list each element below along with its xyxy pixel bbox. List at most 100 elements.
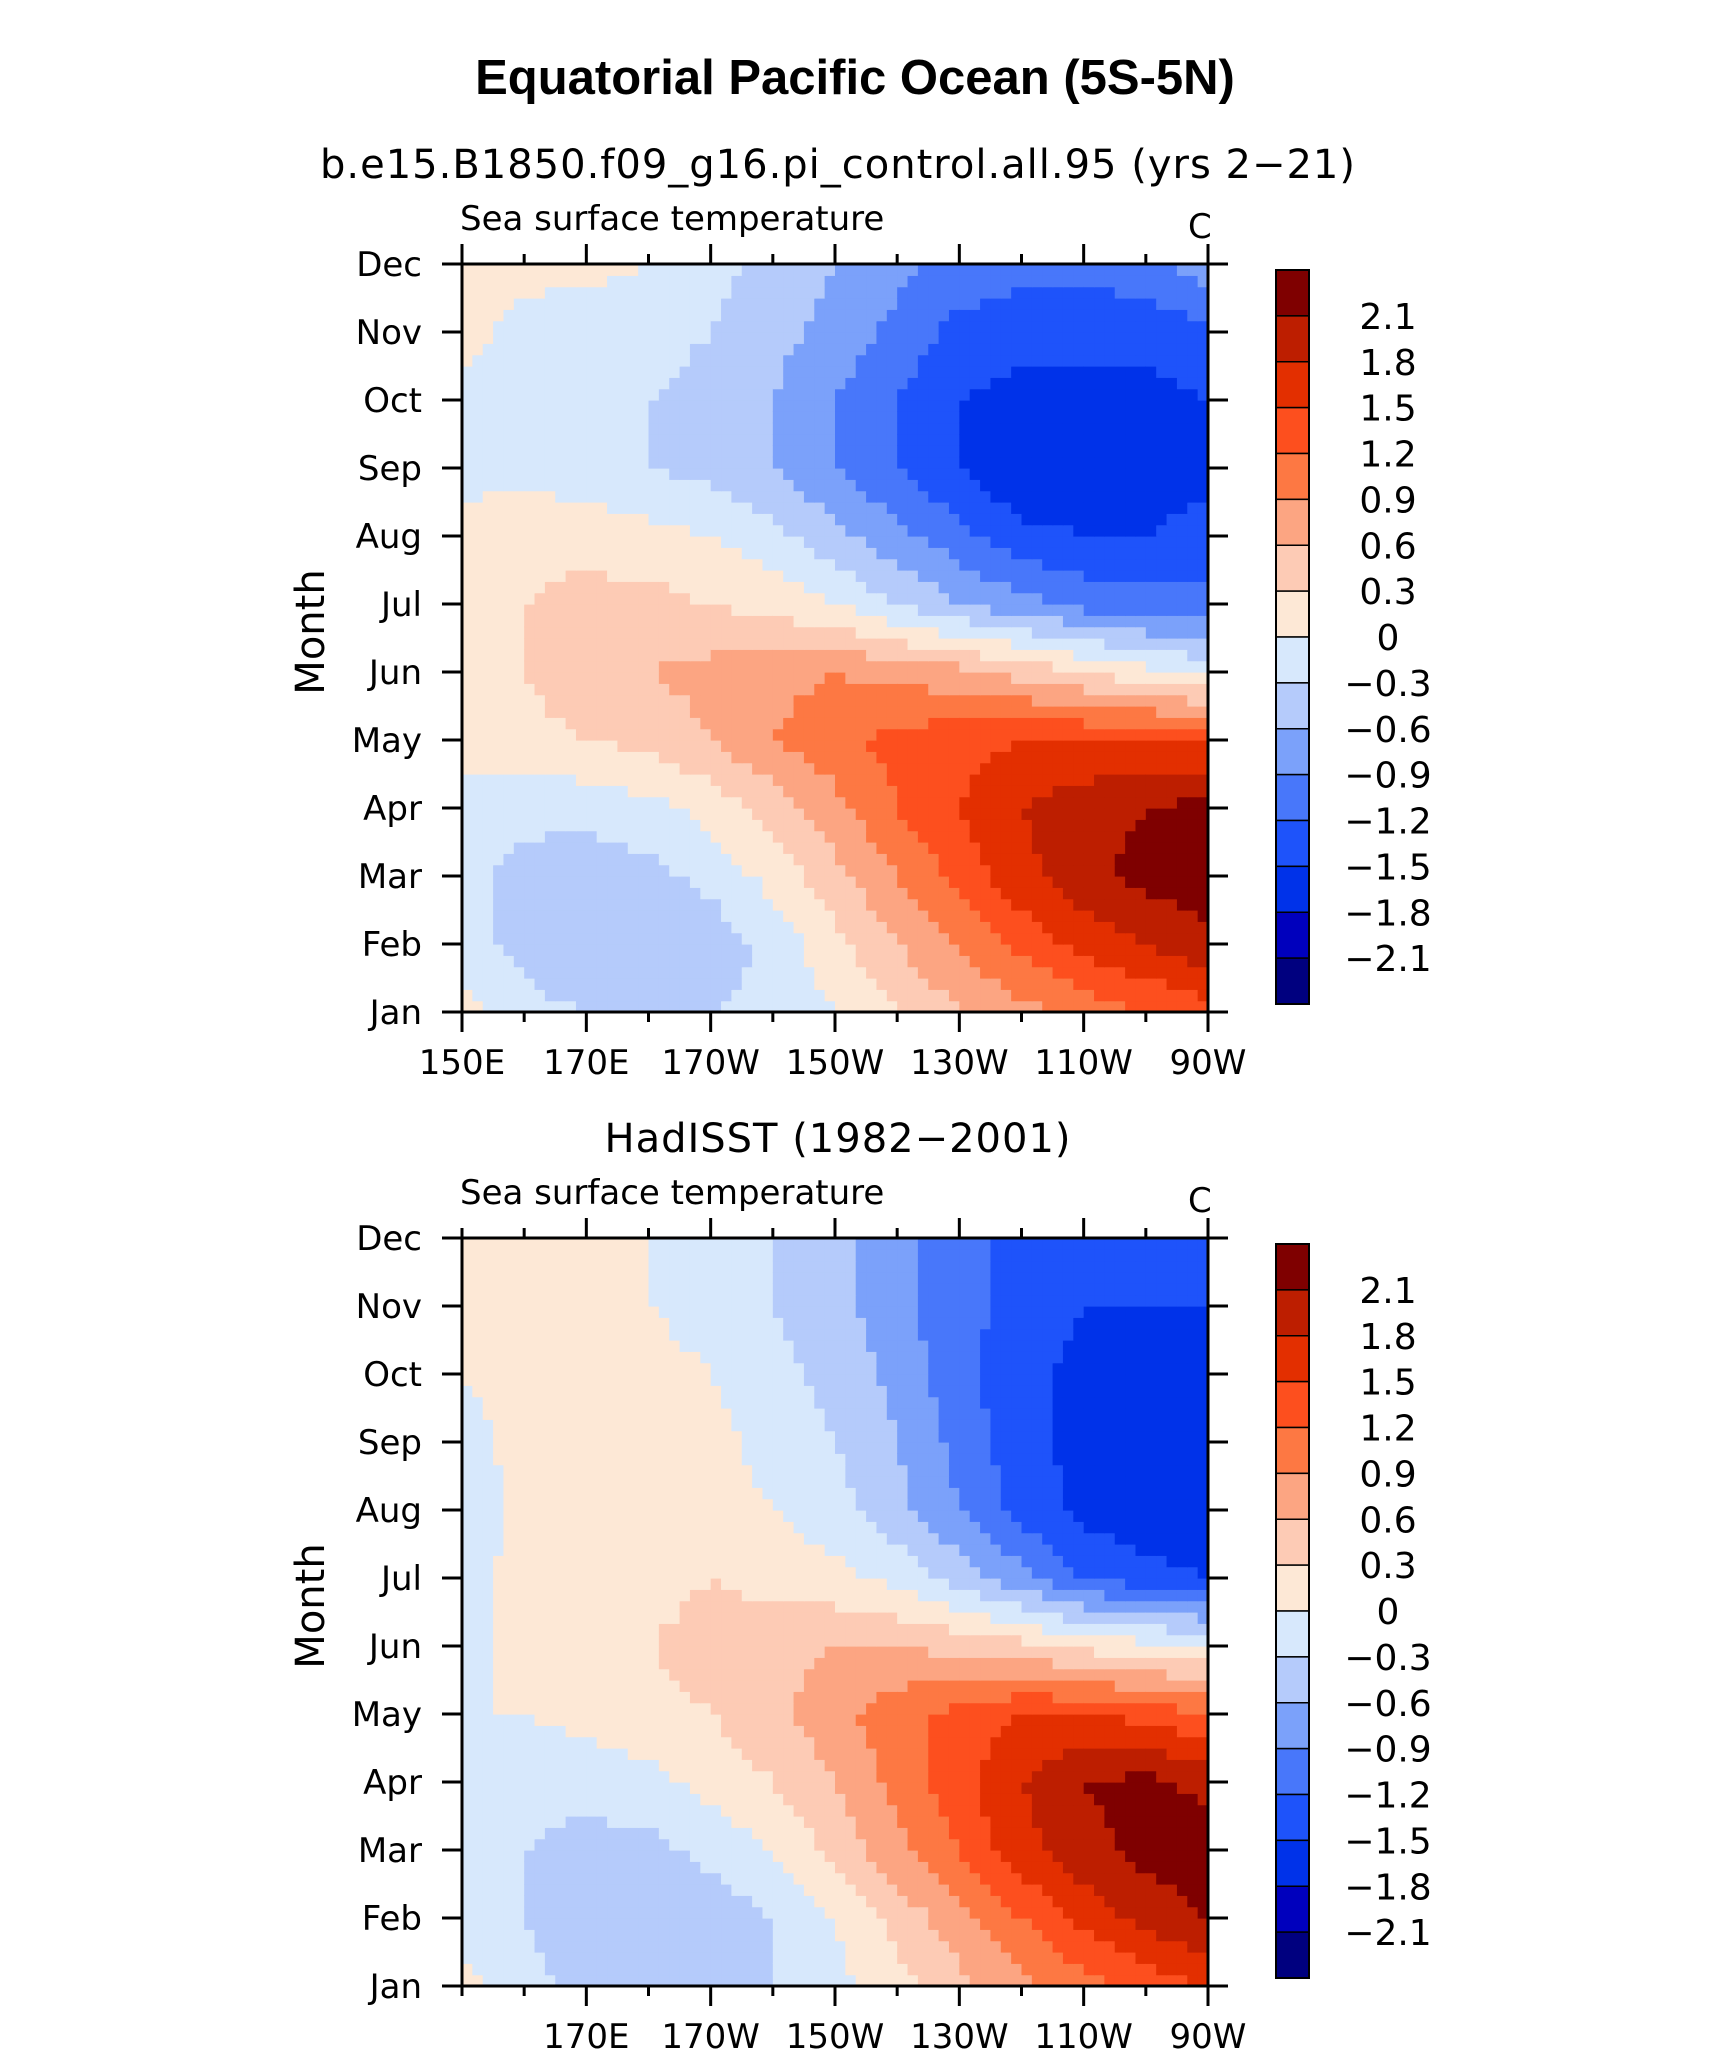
- contour-cell: [1156, 513, 1168, 526]
- contour-cell: [1094, 547, 1105, 560]
- contour-cell: [700, 989, 712, 1002]
- contour-cell: [689, 309, 701, 322]
- contour-cell: [855, 864, 867, 877]
- contour-cell: [783, 468, 795, 480]
- contour-cell: [1135, 456, 1147, 469]
- contour-cell: [710, 876, 722, 888]
- contour-cell: [907, 456, 919, 469]
- contour-cell: [793, 286, 805, 299]
- contour-cell: [710, 989, 722, 1002]
- contour-cell: [482, 626, 494, 639]
- contour-cell: [493, 910, 505, 922]
- contour-cell: [835, 411, 846, 424]
- contour-cell: [990, 479, 1002, 492]
- contour-cell: [783, 864, 795, 877]
- contour-cell: [886, 479, 898, 492]
- contour-cell: [700, 785, 712, 798]
- contour-cell: [472, 785, 484, 798]
- contour-cell: [1125, 513, 1137, 526]
- contour-cell: [762, 989, 774, 1002]
- contour-cell: [990, 864, 1002, 877]
- contour-cell: [980, 411, 992, 424]
- contour-cell: [524, 808, 536, 820]
- contour-cell: [1104, 388, 1116, 401]
- contour-cell: [1197, 660, 1209, 673]
- contour-cell: [793, 808, 805, 820]
- contour-cell: [1114, 728, 1126, 741]
- contour-cell: [1125, 309, 1137, 322]
- contour-cell: [938, 808, 950, 820]
- contour-cell: [1104, 581, 1116, 594]
- contour-cell: [1166, 592, 1178, 605]
- contour-cell: [1176, 468, 1188, 480]
- contour-cell: [700, 842, 712, 854]
- contour-cell: [472, 1963, 484, 1976]
- contour-cell: [565, 604, 577, 616]
- contour-cell: [845, 785, 857, 798]
- contour-cell: [513, 366, 525, 378]
- contour-cell: [741, 740, 753, 752]
- contour-cell: [876, 490, 888, 503]
- contour-cell: [482, 275, 494, 288]
- colorbar-label: −0.9: [1344, 756, 1431, 797]
- contour-cell: [493, 774, 505, 786]
- contour-cell: [948, 286, 960, 299]
- contour-cell: [1145, 456, 1157, 469]
- contour-cell: [503, 944, 515, 956]
- contour-cell: [793, 275, 805, 288]
- contour-cell: [866, 694, 878, 707]
- contour-cell: [980, 592, 992, 605]
- contour-cell: [835, 989, 846, 1002]
- contour-cell: [1125, 264, 1137, 276]
- contour-cell: [866, 309, 878, 322]
- contour-cell: [627, 536, 639, 548]
- contour-cell: [1062, 785, 1074, 798]
- contour-cell: [658, 989, 670, 1002]
- contour-cell: [679, 910, 691, 922]
- contour-cell: [669, 513, 681, 526]
- colorbar-swatch: [1275, 361, 1310, 409]
- contour-cell: [1021, 638, 1033, 650]
- contour-cell: [835, 490, 846, 503]
- contour-cell: [948, 751, 960, 764]
- contour-cell: [689, 921, 701, 934]
- contour-cell: [565, 1974, 577, 1987]
- contour-cell: [835, 944, 846, 956]
- contour-cell: [969, 558, 981, 571]
- contour-cell: [1031, 490, 1043, 503]
- contour-cell: [814, 513, 826, 526]
- contour-cell: [555, 298, 567, 310]
- contour-cell: [607, 388, 619, 401]
- contour-cell: [721, 864, 732, 877]
- contour-cell: [1176, 853, 1188, 866]
- contour-cell: [1094, 762, 1105, 775]
- contour-cell: [1021, 615, 1033, 628]
- contour-cell: [1073, 864, 1085, 877]
- contour-cell: [617, 524, 629, 537]
- contour-cell: [1156, 751, 1168, 764]
- contour-cell: [741, 887, 753, 900]
- contour-cell: [524, 1929, 536, 1942]
- contour-cell: [886, 910, 898, 922]
- contour-cell: [472, 706, 484, 718]
- contour-cell: [689, 456, 701, 469]
- contour-cell: [886, 581, 898, 594]
- contour-cell: [1042, 910, 1054, 922]
- contour-cell: [1021, 275, 1033, 288]
- contour-cell: [575, 1963, 587, 1976]
- contour-cell: [721, 332, 732, 344]
- contour-cell: [596, 1940, 608, 1953]
- contour-cell: [835, 887, 846, 900]
- contour-cell: [544, 468, 556, 480]
- contour-cell: [876, 309, 888, 322]
- contour-cell: [741, 898, 753, 911]
- contour-cell: [1156, 717, 1168, 730]
- contour-cell: [544, 592, 556, 605]
- contour-cell: [1011, 581, 1023, 594]
- contour-cell: [1021, 343, 1033, 356]
- contour-cell: [648, 796, 660, 809]
- contour-cell: [482, 1940, 494, 1953]
- contour-cell: [1135, 479, 1147, 492]
- contour-cell: [855, 740, 867, 752]
- contour-cell: [835, 842, 846, 854]
